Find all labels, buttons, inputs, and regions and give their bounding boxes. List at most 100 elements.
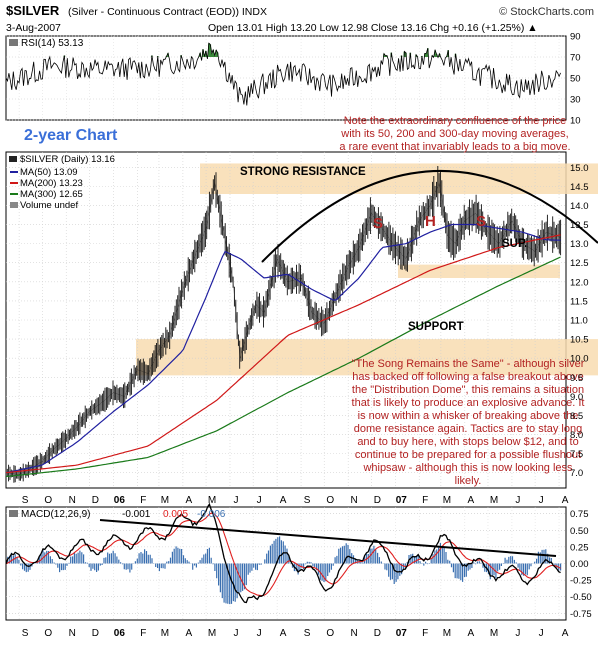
x-tick-label: D [374,495,381,506]
macd-tick-label: 0.50 [570,526,589,537]
x-tick-label: M [161,495,169,506]
price-tick-label: 7.5 [570,449,583,460]
price-tick-label: 9.5 [570,373,583,384]
x-tick-label: 07 [396,495,408,506]
macd-tick-label: 0.75 [570,509,589,520]
x-tick-label: A [562,495,569,506]
x-tick-label: N [351,628,358,639]
x-tick-label: M [161,628,169,639]
x-tick-label: J [539,495,544,506]
top-note: Note the extraordinary confluence of the… [339,115,570,153]
x-tick-label: D [92,495,99,506]
top-note-line: a rare event that invariably leads to a … [339,141,570,153]
main-note-line: whipsaw - although this is now looking l… [362,462,573,474]
x-tick-label: S [22,495,29,506]
x-tick-label: O [326,495,334,506]
main-note-line: "The Song Remains the Same" - although s… [352,358,585,370]
x-tick-label: F [422,628,428,639]
rsi-scale: 90 70 50 30 10 [570,32,581,127]
price-scale: 15.0 14.5 14.0 13.5 13.0 12.5 12.0 11.5 11.0 10.5… [570,163,589,479]
macd-trendline [99,519,557,557]
price-tick-label: 9.0 [570,392,583,403]
x-tick-label: A [186,628,193,639]
legend-volume: Volume undef [20,200,78,211]
legend-ma50: MA(50) 13.09 [20,167,78,178]
macd-tick-label: 0.00 [570,559,589,570]
top-note-line: Note the extraordinary confluence of the… [344,115,567,127]
main-note-line: continue to be prepared for a possible f… [355,449,581,461]
x-tick-label: N [351,495,358,506]
main-note-line: that is likely to produce an explosive a… [352,397,585,409]
price-legend-swatch [9,156,17,162]
symbol-description: (Silver - Continuous Contract (EOD)) IND… [68,6,267,18]
x-tick-label: O [44,628,52,639]
rsi-series [5,42,561,106]
x-tick-label: A [280,628,287,639]
price-series [5,166,562,483]
source-credit: © StockCharts.com [499,6,594,18]
quote-line: Open 13.01 High 13.20 Low 12.98 Close 13… [208,22,538,34]
price-tick-label: 10.0 [570,354,589,365]
rsi-label: RSI(14) 53.13 [21,38,84,49]
x-tick-label: J [257,495,262,506]
x-tick-label: 06 [114,628,126,639]
main-note-line: and to buy here, with stops below $12, a… [357,436,578,448]
macd-tick-label: -0.75 [570,609,592,620]
macd-value-signal: 0.005 [163,509,188,520]
x-tick-label: M [443,495,451,506]
price-tick-label: 11.5 [570,296,588,307]
price-close-line [5,181,561,475]
x-tick-label: 07 [396,628,408,639]
price-band [398,264,560,278]
macd-line [5,502,561,604]
x-tick-label: A [562,628,569,639]
x-tick-label: M [490,628,498,639]
main-note-line: is now within a whisker of breaking abov… [358,410,579,422]
x-tick-label: D [374,628,381,639]
x-tick-label: O [44,495,52,506]
legend-ma300: MA(300) 12.65 [20,189,83,200]
macd-series [5,502,562,605]
x-tick-label: J [234,495,239,506]
x-tick-label: M [208,628,216,639]
main-note-line: the "Distribution Dome", this remains a … [352,384,584,396]
price-tick-label: 13.0 [570,239,589,250]
macd-signal-line [5,512,561,597]
macd-scale: 0.75 0.50 0.25 0.00 -0.25 -0.50 -0.75 [570,509,592,620]
legend-ma200: MA(200) 13.23 [20,178,83,189]
macd-value-line: -0.001 [122,509,151,520]
x-tick-label: F [422,495,428,506]
hs-left-shoulder: S [373,215,383,232]
symbol-title: $SILVER [6,3,60,18]
rsi-line [5,42,561,106]
macd-legend-swatch [9,510,18,517]
rsi-tick-label: 30 [570,95,581,106]
x-tick-label: F [140,495,146,506]
macd-tick-label: -0.50 [570,592,592,603]
price-band [136,339,598,376]
price-band [200,163,598,194]
x-tick-label: M [443,628,451,639]
two-year-chart-note: 2-year Chart [24,127,118,144]
price-tick-label: 11.0 [570,316,588,327]
price-tick-label: 15.0 [570,163,589,174]
macd-tick-label: 0.25 [570,542,589,553]
x-axis-labels-middle: S O N D 06 F M A M J J A S O N D 07 F M A M J J A [22,495,569,506]
top-note-line: with its 50, 200 and 300-day moving aver… [340,128,568,140]
price-tick-label: 10.5 [570,335,589,346]
x-tick-label: A [467,628,474,639]
x-tick-label: S [304,628,311,639]
macd-value-histogram: -0.006 [197,509,226,520]
ma50-line [5,223,561,474]
chart-date: 3-Aug-2007 [6,22,61,34]
x-tick-label: J [515,628,520,639]
rsi-legend-swatch [9,39,18,46]
x-tick-label: A [280,495,287,506]
rsi-tick-label: 50 [570,74,581,85]
x-tick-label: J [539,628,544,639]
main-note-line: likely. [455,475,482,487]
sup-label: SUP. [502,238,527,250]
x-tick-label: M [490,495,498,506]
price-legend: $SILVER (Daily) 13.16 MA(50) 13.09 MA(20… [9,154,115,211]
